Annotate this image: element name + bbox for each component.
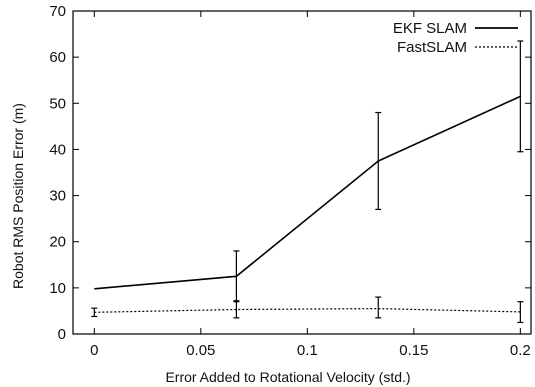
y-tick-label: 20 bbox=[49, 234, 66, 251]
y-tick-label: 60 bbox=[49, 49, 66, 66]
x-tick-label: 0 bbox=[90, 342, 98, 359]
error-bar bbox=[375, 111, 382, 211]
y-tick-label: 10 bbox=[49, 280, 66, 297]
y-tick-label: 40 bbox=[49, 141, 66, 158]
plot-area: 0 10 20 30 40 50 60 70 0 0.05 0.1 0.15 0.2 bbox=[49, 3, 532, 359]
y-tick-label: 0 bbox=[58, 326, 66, 343]
x-tick-label: 0.2 bbox=[510, 342, 531, 359]
series-line bbox=[94, 95, 521, 290]
y-axis-label: Robot RMS Position Error (m) bbox=[10, 103, 26, 289]
error-bar bbox=[375, 296, 382, 319]
series-line bbox=[94, 307, 521, 313]
x-axis-label: Error Added to Rotational Velocity (std.… bbox=[165, 369, 410, 385]
legend: EKF SLAM FastSLAM bbox=[393, 20, 518, 56]
y-tick-label: 30 bbox=[49, 188, 66, 205]
series-ekf-slam bbox=[94, 40, 524, 303]
error-bar bbox=[517, 301, 524, 324]
series-layer bbox=[91, 40, 524, 324]
series-fastslam bbox=[91, 296, 524, 324]
y-tick-label: 50 bbox=[49, 95, 66, 112]
legend-label: FastSLAM bbox=[397, 39, 467, 56]
plot-frame bbox=[72, 10, 532, 335]
error-bar bbox=[91, 307, 98, 318]
y-tick-label: 70 bbox=[49, 3, 66, 20]
legend-label: EKF SLAM bbox=[393, 20, 467, 37]
error-bar bbox=[233, 300, 240, 319]
error-bar bbox=[517, 40, 524, 153]
x-tick-label: 0.05 bbox=[186, 342, 215, 359]
x-tick-label: 0.1 bbox=[297, 342, 318, 359]
x-tick-label: 0.15 bbox=[399, 342, 428, 359]
